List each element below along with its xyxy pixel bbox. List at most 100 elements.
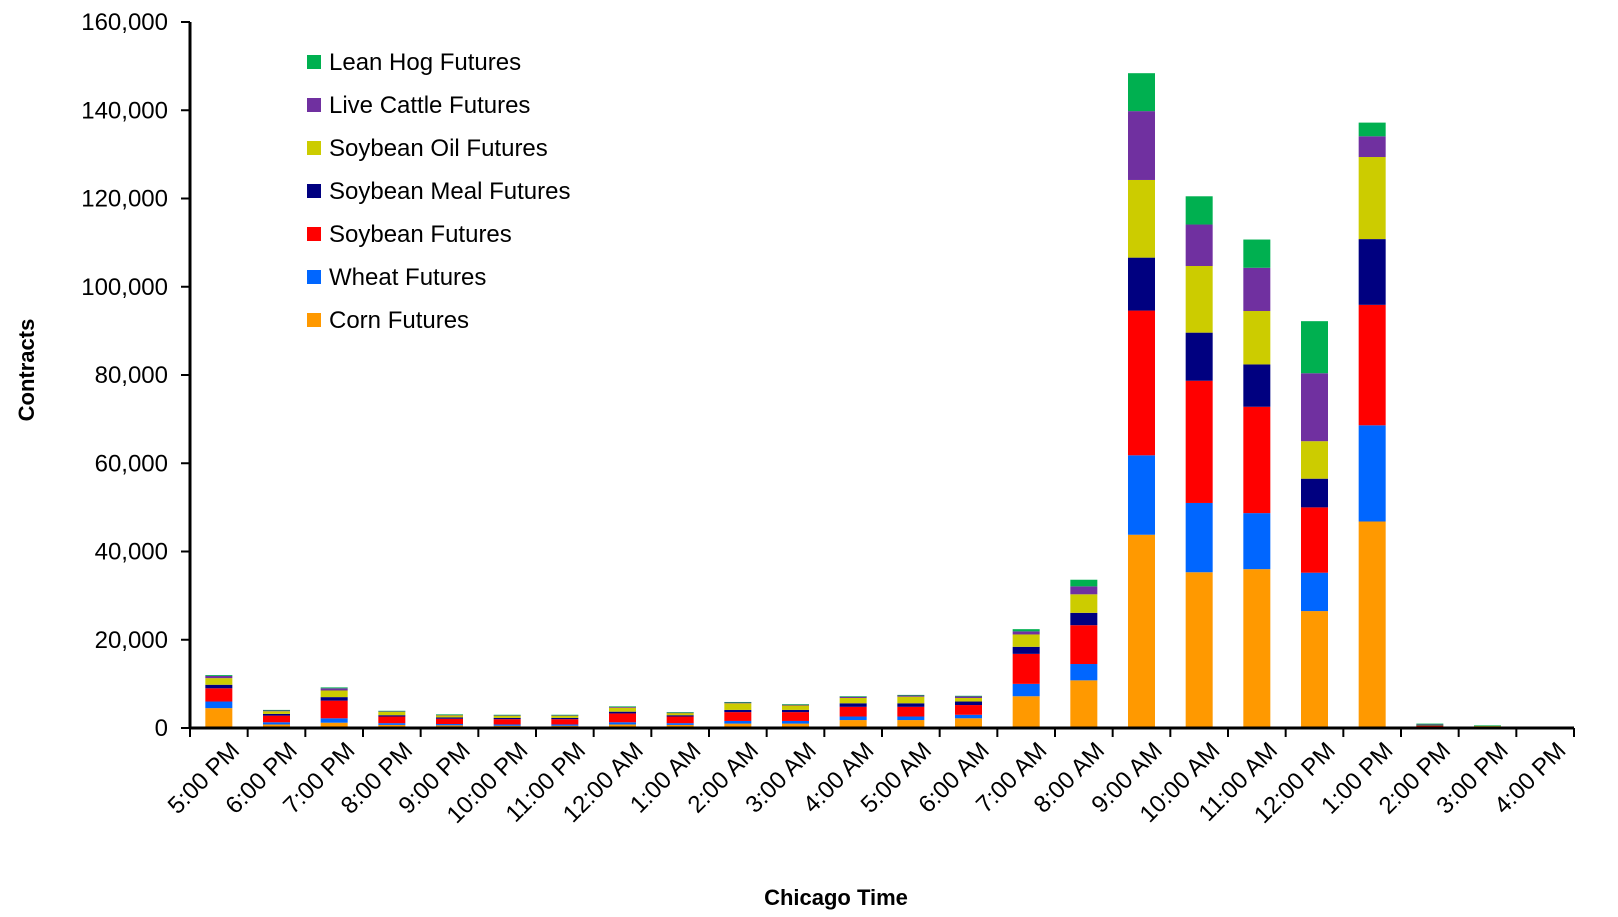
bar-segment-wheat-futures-18 [1243,513,1271,570]
bar-segment-soybean-oil-futures-10 [782,705,809,710]
bar-segment-soybean-meal-futures-20 [1358,239,1386,305]
bar-segment-soybean-oil-futures-11 [839,698,867,704]
bar-segment-soybean-oil-futures-12 [897,696,925,704]
y-tick-label: 20,000 [95,627,168,654]
bar-segment-lean-hog-futures-6 [551,714,579,716]
bar-segment-soybean-oil-futures-22 [1474,725,1501,727]
bar-segment-soybean-oil-futures-19 [1301,441,1328,479]
bar-segment-soybean-futures-20 [1358,304,1386,426]
y-axis-title: Contracts [14,319,39,422]
bar-segment-soybean-meal-futures-1 [263,713,290,716]
bar-segment-soybean-futures-10 [782,712,809,721]
bar-segment-live-cattle-futures-18 [1243,267,1271,312]
bar-segment-soybean-oil-futures-8 [666,713,694,716]
bar-segment-soybean-meal-futures-5 [493,717,521,720]
legend-swatch-soybean-meal-futures [307,184,321,198]
legend-swatch-soybean-futures [307,227,321,241]
bar-segment-soybean-meal-futures-18 [1243,364,1271,407]
bar-segment-soybean-oil-futures-18 [1243,311,1271,365]
legend-swatch-soybean-oil-futures [307,141,321,155]
legend-swatch-wheat-futures [307,270,321,284]
legend-swatch-live-cattle-futures [307,98,321,112]
bar-segment-soybean-futures-2 [320,700,348,719]
bar-segment-soybean-oil-futures-0 [205,678,233,685]
bar-segment-live-cattle-futures-13 [955,696,982,698]
bar-segment-soybean-meal-futures-7 [609,711,636,714]
bar-segment-corn-futures-17 [1185,572,1213,728]
bar-segment-soybean-futures-21 [1416,725,1444,727]
bar-segment-soybean-meal-futures-4 [436,717,463,719]
bar-segment-wheat-futures-1 [263,722,290,725]
bar-segment-soybean-futures-6 [551,719,579,725]
y-tick-label: 120,000 [81,186,168,213]
bar-segment-live-cattle-futures-14 [1012,631,1040,635]
bar-segment-corn-futures-15 [1070,680,1098,728]
bar-segment-wheat-futures-16 [1128,455,1155,535]
y-tick-label: 60,000 [95,450,168,477]
bar-segment-lean-hog-futures-5 [493,714,521,716]
bar-segment-wheat-futures-17 [1185,502,1213,573]
bar-segment-lean-hog-futures-21 [1416,723,1444,725]
bar-segment-live-cattle-futures-7 [609,706,636,708]
legend-swatch-corn-futures [307,313,321,327]
bar-segment-soybean-meal-futures-11 [839,703,867,707]
legend-label-soybean-futures: Soybean Futures [329,221,512,248]
bar-segment-lean-hog-futures-8 [666,712,694,713]
bar-segment-corn-futures-10 [782,723,809,728]
bar-segment-live-cattle-futures-0 [205,675,233,679]
y-tick-label: 0 [155,715,168,742]
bar-segment-wheat-futures-3 [378,723,406,725]
bar-segment-corn-futures-14 [1012,696,1040,728]
bar-segment-wheat-futures-8 [666,723,694,725]
bar-segment-soybean-meal-futures-13 [955,701,982,706]
bar-segment-wheat-futures-20 [1358,425,1386,522]
bar-segment-wheat-futures-10 [782,720,809,724]
bar-segment-live-cattle-futures-11 [839,696,867,698]
bar-segment-wheat-futures-5 [493,724,521,726]
bar-segment-corn-futures-11 [839,720,867,728]
bar-segment-live-cattle-futures-3 [378,711,406,712]
bar-segment-live-cattle-futures-8 [666,712,694,714]
bar-segment-live-cattle-futures-5 [493,715,521,716]
bar-segment-live-cattle-futures-15 [1070,586,1098,595]
bar-segment-soybean-oil-futures-13 [955,698,982,702]
bar-segment-soybean-meal-futures-6 [551,717,579,720]
bar-segment-live-cattle-futures-17 [1185,224,1213,267]
bar-segment-corn-futures-20 [1358,521,1386,728]
bar-segment-soybean-futures-11 [839,706,867,717]
bar-segment-corn-futures-18 [1243,569,1271,728]
bar-segment-soybean-meal-futures-9 [724,709,752,713]
bar-segment-wheat-futures-0 [205,701,233,709]
bar-segment-soybean-oil-futures-7 [609,707,636,712]
bar-segment-wheat-futures-14 [1012,683,1040,697]
bars-layer [205,73,1501,729]
legend-label-soybean-meal-futures: Soybean Meal Futures [329,178,570,205]
legend-label-corn-futures: Corn Futures [329,307,469,334]
bar-segment-soybean-oil-futures-21 [1416,724,1444,726]
bar-segment-soybean-futures-14 [1012,653,1040,684]
bar-segment-live-cattle-futures-10 [782,704,809,706]
bar-segment-soybean-futures-7 [609,713,636,723]
bar-segment-soybean-futures-16 [1128,310,1155,456]
bar-segment-soybean-meal-futures-8 [666,715,694,717]
bar-segment-soybean-meal-futures-16 [1128,257,1155,311]
bar-segment-soybean-oil-futures-16 [1128,179,1155,258]
bar-segment-corn-futures-0 [205,708,233,728]
bar-segment-soybean-futures-17 [1185,380,1213,503]
bar-segment-soybean-oil-futures-14 [1012,634,1040,647]
bar-segment-soybean-futures-8 [666,716,694,724]
bar-segment-live-cattle-futures-19 [1301,373,1328,442]
bar-segment-soybean-meal-futures-15 [1070,612,1098,626]
bar-segment-live-cattle-futures-1 [263,710,290,712]
bar-segment-soybean-oil-futures-17 [1185,266,1213,333]
y-tick-label: 40,000 [95,539,168,566]
bar-segment-soybean-futures-15 [1070,625,1098,665]
bar-segment-wheat-futures-15 [1070,664,1098,681]
bar-segment-lean-hog-futures-20 [1358,122,1386,137]
bar-segment-lean-hog-futures-16 [1128,73,1155,112]
bar-segment-lean-hog-futures-12 [897,694,925,696]
bar-segment-soybean-meal-futures-12 [897,703,925,707]
axes-layer: 0 20,000 40,000 60,000 80,000 100,000 120,000 1… [81,9,1575,829]
bar-segment-soybean-meal-futures-2 [320,697,348,701]
